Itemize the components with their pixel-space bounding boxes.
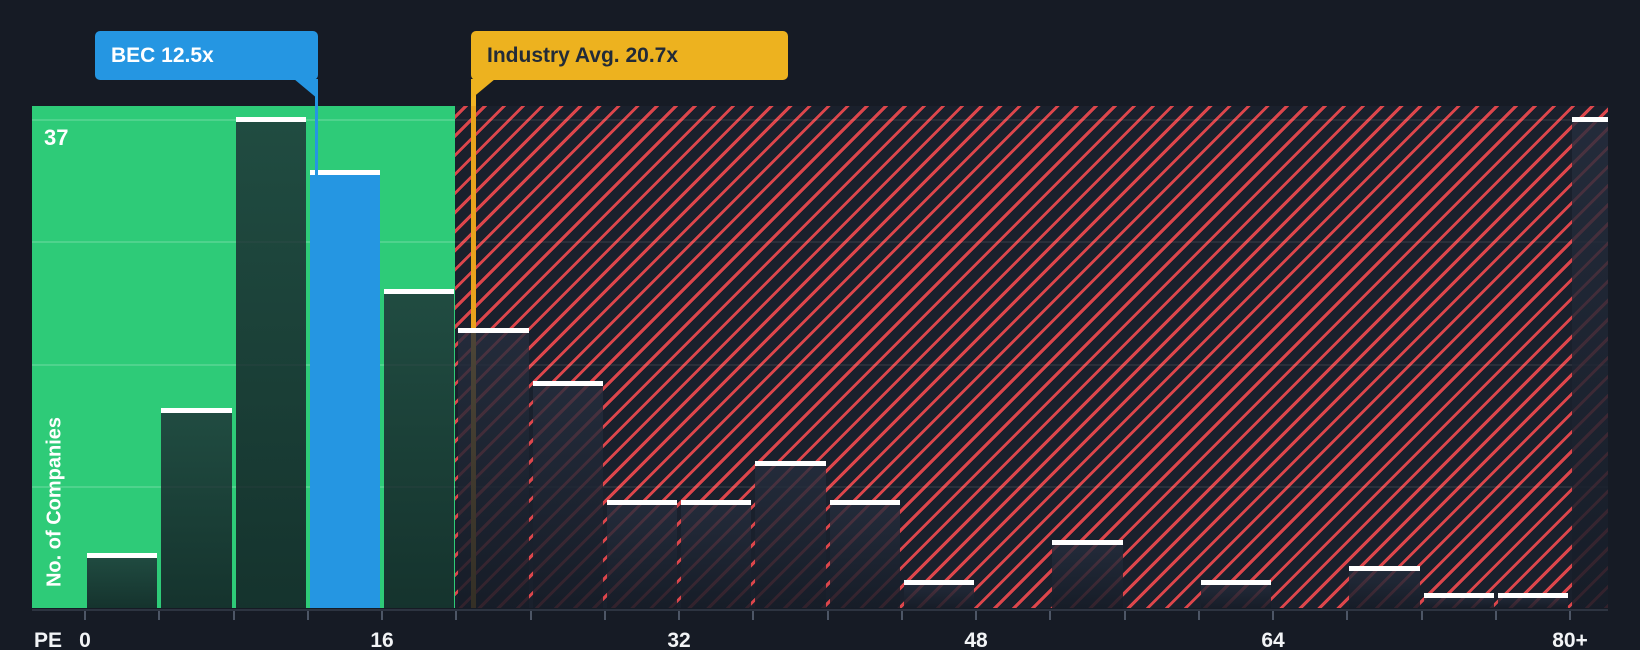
gridline (455, 363, 1608, 366)
bar-32-36[interactable] (681, 500, 752, 608)
x-axis-tick (1420, 611, 1423, 620)
y-axis-max-label: 37 (44, 125, 69, 150)
bar-cap (309, 169, 380, 175)
x-axis-tick (1197, 611, 1200, 620)
bar-60-64[interactable] (1200, 579, 1271, 608)
x-axis-label-0: 0 (79, 629, 91, 650)
x-axis-tick (1123, 611, 1126, 620)
gridline (455, 241, 1608, 244)
gridline (455, 119, 1608, 121)
x-axis-tick (603, 611, 606, 620)
x-axis-line (32, 609, 1608, 611)
x-axis-title: PE (34, 629, 63, 650)
bar-cap (829, 500, 900, 506)
x-axis-label-16: 16 (370, 629, 394, 650)
x-axis-tick (158, 611, 161, 620)
bar-cap (87, 553, 158, 559)
x-axis-tick (752, 611, 755, 620)
x-axis-tick (381, 611, 383, 620)
bar-cap (755, 460, 826, 466)
x-axis-tick (232, 611, 235, 620)
x-axis-label-64: 64 (1261, 629, 1285, 650)
industry-callout-label: Industry Avg. 20.7x (487, 44, 679, 67)
bar-16-20[interactable] (384, 288, 455, 608)
x-axis-tick (455, 611, 458, 620)
y-axis-title: No. of Companies (43, 416, 66, 588)
x-axis-tick (1049, 611, 1052, 620)
bar-cap (1349, 566, 1420, 572)
bar-cap (532, 381, 603, 387)
industry-callout: Industry Avg. 20.7x (471, 31, 788, 80)
bar-52-56[interactable] (1052, 539, 1123, 608)
x-axis-label-80+: 80+ (1552, 629, 1588, 650)
bar-28-32[interactable] (606, 500, 677, 608)
bar-68-72[interactable] (1349, 566, 1420, 608)
bar-76-80[interactable] (1497, 592, 1568, 608)
x-axis-label-32: 32 (667, 629, 691, 650)
bar-cap (1423, 592, 1494, 598)
company-callout: BEC 12.5x (95, 31, 318, 80)
bar-cap (903, 579, 974, 585)
company-callout-label: BEC 12.5x (111, 44, 214, 67)
bar-cap (235, 117, 306, 122)
x-axis-tick (1494, 611, 1497, 620)
x-axis-tick (1569, 611, 1571, 620)
x-axis-tick (1272, 611, 1274, 620)
bar-44-48[interactable] (903, 579, 974, 608)
bar-36-40[interactable] (755, 460, 826, 608)
bar-cap (1200, 579, 1271, 585)
above-average-zone (455, 106, 1608, 608)
bar-cap (1572, 117, 1608, 122)
x-axis-tick (826, 611, 829, 620)
bar-cap (1497, 592, 1568, 598)
x-axis-tick (84, 611, 86, 620)
x-axis-tick (900, 611, 903, 620)
bar-cap (1052, 539, 1123, 545)
bar-cap (161, 407, 232, 413)
bar-8-12[interactable] (235, 117, 306, 608)
gridline (455, 485, 1608, 488)
x-axis-tick (678, 611, 680, 620)
bar-12-16[interactable] (309, 169, 380, 608)
bar-cap (458, 328, 529, 334)
bar-24-28[interactable] (532, 381, 603, 608)
bar-cap (384, 288, 455, 294)
x-axis-tick (306, 611, 309, 620)
x-axis-tick (529, 611, 532, 620)
x-axis-label-48: 48 (964, 629, 988, 650)
bar-40-44[interactable] (829, 500, 900, 608)
bar-0-4[interactable] (87, 553, 158, 608)
company-callout-pointer-line (315, 80, 318, 175)
bar-20-24[interactable] (458, 328, 529, 608)
bar-72-76[interactable] (1423, 592, 1494, 608)
x-axis-tick (1346, 611, 1349, 620)
x-axis-tick (975, 611, 977, 620)
bar-4-8[interactable] (161, 407, 232, 608)
bar-80+[interactable] (1572, 117, 1608, 608)
bar-cap (681, 500, 752, 506)
bar-cap (606, 500, 677, 506)
